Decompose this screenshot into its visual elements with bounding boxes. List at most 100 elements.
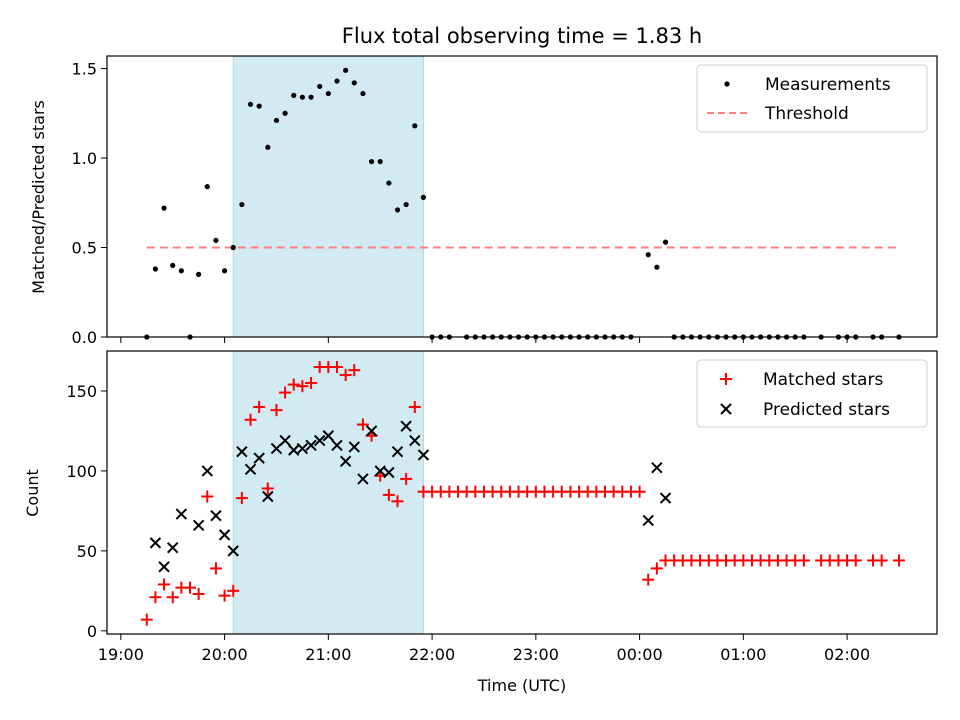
measurement-point xyxy=(291,92,297,98)
count-legend-box xyxy=(696,359,928,428)
count-y-tick-label: 0 xyxy=(87,622,97,641)
matched-point xyxy=(166,591,179,604)
predicted-point xyxy=(383,466,395,479)
measurement-point xyxy=(230,244,236,251)
predicted-point xyxy=(357,473,369,485)
matched-point xyxy=(382,488,395,501)
matched-point xyxy=(642,573,655,586)
x-tick-label: 21:00 xyxy=(305,645,351,664)
ratio-y-tick-label: 1.0 xyxy=(72,149,97,168)
ratio-plot-content xyxy=(144,55,902,340)
matched-point xyxy=(184,581,196,594)
count-plot-frame xyxy=(106,350,938,635)
ratio-y-tick-label: 0.5 xyxy=(72,239,97,258)
predicted-point xyxy=(158,561,170,573)
count-y-ticks: 0 50 100 150 xyxy=(66,382,107,641)
ratio-y-ticks: 0.0 0.5 1.0 1.5 xyxy=(72,60,107,347)
matched-point xyxy=(296,380,309,393)
ratio-y-tick-label: 0.0 xyxy=(72,328,97,347)
x-tick-label: 00:00 xyxy=(617,645,663,664)
predicted-point xyxy=(167,541,179,554)
measurement-point xyxy=(247,101,254,107)
measurement-point xyxy=(386,180,392,186)
measurement-point xyxy=(299,94,305,100)
x-axis-label: Time (UTC) xyxy=(477,676,566,695)
matched-point xyxy=(305,376,318,389)
time-x-ticks: 19:00 20:00 21:00 22:00 23:00 00:00 01:00 02:00 xyxy=(98,337,870,664)
measurement-point xyxy=(368,158,375,165)
predicted-point xyxy=(365,425,378,437)
measurement-point xyxy=(256,103,262,109)
count-y-axis-label: Count xyxy=(23,469,42,517)
measurement-point xyxy=(204,184,210,190)
matched-point xyxy=(140,613,153,626)
predicted-point xyxy=(296,442,309,455)
measurement-point xyxy=(334,78,340,84)
matched-point xyxy=(356,418,369,431)
measurement-point xyxy=(403,201,409,208)
matched-point xyxy=(797,554,810,567)
count-legend: Matched stars Predicted stars xyxy=(696,359,928,428)
measurement-point xyxy=(351,80,357,86)
measurement-point xyxy=(420,194,427,200)
measurement-point xyxy=(265,144,271,150)
measurement-point xyxy=(325,90,331,97)
predicted-point xyxy=(305,439,317,452)
matched-point xyxy=(650,562,663,575)
measurement-point xyxy=(662,239,669,245)
predicted-point xyxy=(149,537,162,549)
measurement-point xyxy=(213,237,219,243)
measurement-point xyxy=(317,83,323,90)
matched-point xyxy=(149,591,162,604)
matched-point xyxy=(209,562,222,575)
predicted-point xyxy=(201,465,213,477)
predicted-point xyxy=(400,420,412,432)
matched-point xyxy=(339,368,352,381)
matched-point xyxy=(408,400,421,413)
legend-marker-predicted xyxy=(720,403,732,415)
legend-marker-matched xyxy=(720,373,732,385)
matched-point xyxy=(192,588,205,601)
measurement-point xyxy=(377,158,383,165)
matched-point xyxy=(287,378,300,391)
measurement-point xyxy=(645,252,651,258)
measurement-point xyxy=(654,264,660,270)
predicted-point xyxy=(642,514,654,527)
legend-marker-measurements xyxy=(724,81,730,87)
ratio-legend-box xyxy=(696,64,928,133)
matched-point xyxy=(633,485,646,498)
predicted-point xyxy=(331,439,343,452)
legend-label-measurements: Measurements xyxy=(765,75,891,95)
ratio-y-axis-label: Matched/Predicted stars xyxy=(29,100,48,294)
count-panel: 0 50 100 150 19:00 20:00 21:00 22:00 23:00 00:00… xyxy=(23,337,938,695)
matched-point xyxy=(218,589,231,602)
measurement-point xyxy=(178,268,184,274)
count-plot-content xyxy=(140,350,905,635)
measurement-point xyxy=(239,201,245,208)
predicted-point xyxy=(313,434,326,447)
x-tick-label: 19:00 xyxy=(98,645,144,664)
matched-point xyxy=(892,554,905,567)
matched-point xyxy=(348,364,361,377)
matched-point xyxy=(227,584,240,597)
predicted-point xyxy=(651,462,663,474)
predicted-point xyxy=(659,492,672,504)
measurement-point xyxy=(412,123,418,129)
ratio-y-tick-label: 1.5 xyxy=(72,60,97,79)
matched-point xyxy=(279,386,292,399)
predicted-point xyxy=(192,519,205,531)
measurement-point xyxy=(196,271,202,277)
matched-point xyxy=(400,472,413,485)
predicted-point xyxy=(391,446,404,458)
measurement-point xyxy=(170,262,176,269)
predicted-point xyxy=(218,529,231,541)
predicted-point xyxy=(409,434,421,447)
count-y-tick-label: 100 xyxy=(66,462,97,481)
measurement-point xyxy=(161,205,167,211)
chart-title: Flux total observing time = 1.83 h xyxy=(342,24,702,48)
legend-label-predicted: Predicted stars xyxy=(763,400,890,420)
measurement-point xyxy=(273,117,280,124)
matched-point xyxy=(875,554,888,567)
legend-label-threshold: Threshold xyxy=(764,104,849,124)
